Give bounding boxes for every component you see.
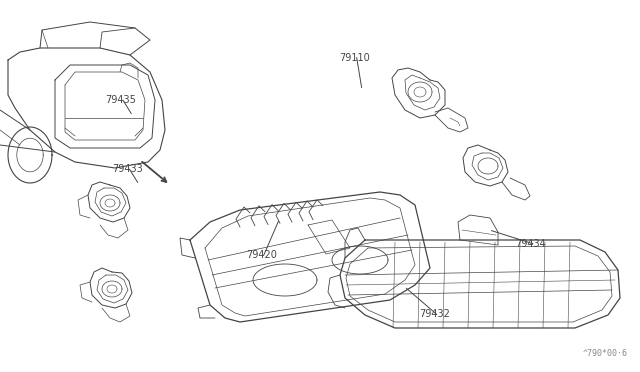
Text: 79435: 79435 bbox=[106, 96, 136, 105]
Text: ^790*00·6: ^790*00·6 bbox=[583, 349, 628, 358]
Text: 79110: 79110 bbox=[339, 53, 370, 62]
Text: 79420: 79420 bbox=[246, 250, 277, 260]
Text: 79432: 79432 bbox=[419, 310, 450, 319]
Text: 79434: 79434 bbox=[515, 239, 546, 248]
Text: 79433: 79433 bbox=[112, 164, 143, 174]
